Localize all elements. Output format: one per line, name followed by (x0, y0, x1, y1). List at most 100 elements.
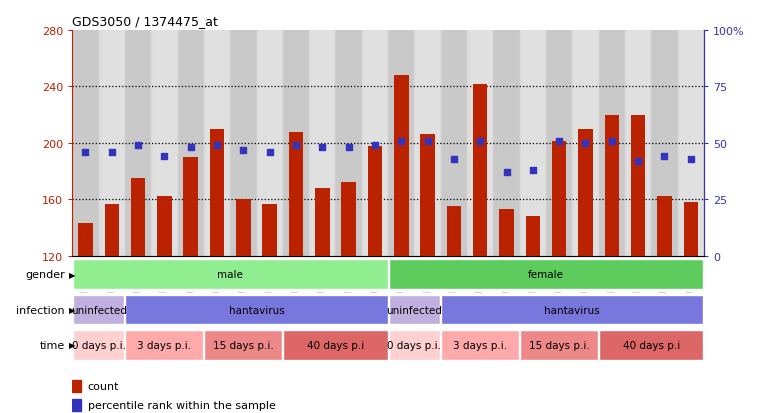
Text: 3 days p.i.: 3 days p.i. (137, 340, 192, 350)
Bar (158, 197, 172, 256)
Point (211, 142, 223, 149)
Bar (283, 31, 309, 256)
Bar (309, 31, 336, 256)
Point (632, 158, 645, 165)
FancyBboxPatch shape (73, 330, 124, 360)
Bar (441, 31, 467, 256)
Bar (151, 31, 177, 256)
Bar (625, 31, 651, 256)
Bar (388, 31, 415, 256)
Bar (125, 31, 151, 256)
Bar (177, 31, 204, 256)
Bar (631, 115, 645, 256)
Text: ▶: ▶ (68, 305, 75, 314)
Text: ▶: ▶ (68, 340, 75, 349)
Bar (572, 31, 599, 256)
Point (606, 138, 618, 145)
Text: uninfected: uninfected (387, 305, 442, 315)
Text: uninfected: uninfected (71, 305, 126, 315)
Point (237, 147, 250, 154)
Text: male: male (217, 270, 244, 280)
FancyBboxPatch shape (389, 295, 440, 325)
Bar (72, 399, 81, 411)
Bar (526, 217, 540, 256)
Text: 40 days p.i: 40 days p.i (622, 340, 680, 350)
Bar (231, 31, 256, 256)
Point (263, 149, 275, 156)
Text: percentile rank within the sample: percentile rank within the sample (88, 400, 275, 410)
Point (132, 142, 144, 149)
Bar (388, 31, 415, 256)
Bar (210, 129, 224, 256)
Bar (604, 115, 619, 256)
Bar (309, 31, 336, 256)
FancyBboxPatch shape (73, 295, 124, 325)
Bar (415, 31, 441, 256)
Text: hantavirus: hantavirus (544, 305, 600, 315)
Point (527, 167, 539, 174)
Bar (683, 203, 698, 256)
Bar (256, 31, 283, 256)
Bar (546, 31, 572, 256)
Bar (151, 31, 177, 256)
FancyBboxPatch shape (126, 330, 203, 360)
Bar (342, 183, 356, 256)
Bar (368, 146, 382, 256)
FancyBboxPatch shape (283, 330, 387, 360)
Bar (658, 197, 672, 256)
FancyBboxPatch shape (389, 260, 703, 290)
Bar (104, 204, 119, 256)
Point (158, 154, 170, 160)
Point (395, 138, 407, 145)
Bar (546, 31, 572, 256)
Bar (467, 31, 493, 256)
Bar (420, 135, 435, 256)
Bar (204, 31, 231, 256)
Bar (361, 31, 388, 256)
FancyBboxPatch shape (441, 330, 519, 360)
Bar (72, 31, 99, 256)
Bar (599, 31, 625, 256)
Bar (493, 31, 520, 256)
Bar (131, 179, 145, 256)
Point (317, 145, 329, 151)
Point (79, 149, 91, 156)
Text: female: female (528, 270, 564, 280)
Bar (677, 31, 704, 256)
Bar (99, 31, 125, 256)
Point (422, 138, 434, 145)
FancyBboxPatch shape (599, 330, 703, 360)
Bar (520, 31, 546, 256)
Bar (283, 31, 309, 256)
Bar (441, 31, 467, 256)
FancyBboxPatch shape (205, 330, 282, 360)
Text: ▶: ▶ (68, 270, 75, 279)
Bar (625, 31, 651, 256)
Bar (394, 76, 409, 256)
Text: hantavirus: hantavirus (228, 305, 285, 315)
Bar (651, 31, 677, 256)
Bar (315, 188, 330, 256)
Text: gender: gender (25, 270, 65, 280)
Bar (231, 31, 256, 256)
Bar (677, 31, 704, 256)
Bar (72, 380, 81, 392)
FancyBboxPatch shape (73, 260, 387, 290)
Point (342, 145, 355, 151)
Bar (361, 31, 388, 256)
Point (553, 138, 565, 145)
Bar (578, 129, 593, 256)
Text: 0 days p.i.: 0 days p.i. (72, 340, 126, 350)
Bar (177, 31, 204, 256)
Point (658, 154, 670, 160)
Bar (473, 84, 488, 256)
Bar (520, 31, 546, 256)
FancyBboxPatch shape (521, 330, 598, 360)
Bar (183, 158, 198, 256)
Bar (467, 31, 493, 256)
Bar (72, 31, 99, 256)
Bar (125, 31, 151, 256)
Text: 40 days p.i: 40 days p.i (307, 340, 364, 350)
Bar (204, 31, 231, 256)
Point (685, 156, 697, 163)
